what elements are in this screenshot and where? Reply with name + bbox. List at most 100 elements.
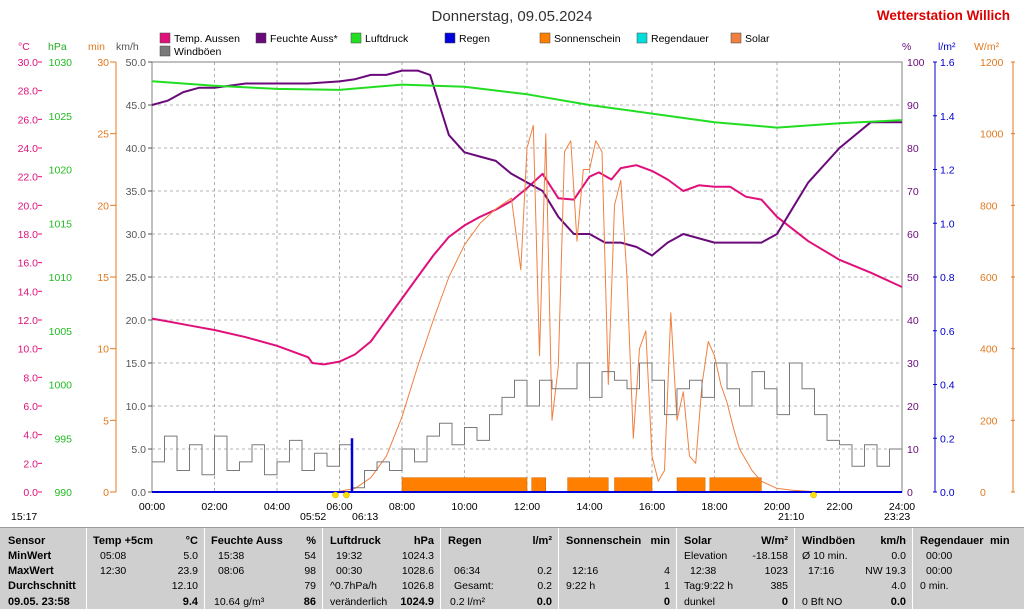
humidity-tick-label: 20 <box>907 401 919 413</box>
solar-tick-label: 0 <box>980 487 986 499</box>
x-tick-label: 02:00 <box>201 501 227 513</box>
summary-cell-note: ^0.7hPa/h <box>330 580 377 592</box>
pressure-tick-label: 1015 <box>49 218 73 230</box>
solar-tick-label: 1000 <box>980 129 1004 141</box>
summary-cell-time: 06:34 <box>454 565 481 577</box>
x-tick-label: 06:00 <box>326 501 352 513</box>
solar-tick-label: 600 <box>980 272 998 284</box>
x-tick-label: 04:00 <box>264 501 290 513</box>
rain-tick-label: 0.4 <box>940 380 955 392</box>
solar-tick-label: 1200 <box>980 57 1004 69</box>
legend-label: Solar <box>745 33 770 45</box>
minutes-tick-label: 15 <box>97 272 109 284</box>
temp-tick-label: 4.0 <box>23 430 38 442</box>
station-name: Wetterstation Willich <box>877 8 1010 23</box>
wind-tick-label: 10.0 <box>126 401 147 413</box>
humidity-tick-label: 90 <box>907 100 919 112</box>
x-tick-label: 14:00 <box>576 501 602 513</box>
summary-cell-value: 54 <box>304 550 316 562</box>
wind-tick-label: 5.0 <box>131 444 146 456</box>
time-sunset: 21:10 <box>778 511 805 523</box>
x-tick-label: 00:00 <box>139 501 165 513</box>
minutes-tick-label: 30 <box>97 57 109 69</box>
summary-cell-note: dunkel <box>684 596 715 608</box>
rain-tick-label: 1.4 <box>940 111 955 123</box>
x-tick-label: 08:00 <box>389 501 415 513</box>
sunrise-marker <box>332 491 339 499</box>
rain-tick-label: 1.2 <box>940 165 955 177</box>
humidity-tick-label: 10 <box>907 444 919 456</box>
legend-swatch <box>444 32 456 44</box>
summary-header: Solar <box>684 535 712 547</box>
summary-cell-value: 79 <box>304 580 316 592</box>
summary-col-sensor: Sensor MinWert MaxWert Durchschnitt 09.0… <box>0 528 87 609</box>
wind-tick-label: 15.0 <box>126 358 147 370</box>
sunset-marker <box>810 491 817 499</box>
humidity-tick-label: 80 <box>907 143 919 155</box>
rain-unit-label: l/m² <box>938 41 956 53</box>
humidity-tick-label: 50 <box>907 272 919 284</box>
sunshine-bar <box>567 477 609 493</box>
x-tick-label: 10:00 <box>451 501 477 513</box>
summary-col-rain: Regen l/m² 06:34 0.2 Gesamt: 0.2 0.2 l/m… <box>440 528 559 609</box>
pressure-unit-label: hPa <box>48 41 67 53</box>
temp-tick-label: 24.0 <box>18 143 39 155</box>
summary-cell-note: veränderlich <box>330 596 388 608</box>
humidity-tick-label: 40 <box>907 315 919 327</box>
chart-title: Donnerstag, 09.05.2024 <box>432 8 593 25</box>
x-tick-label: 16:00 <box>639 501 665 513</box>
temp-tick-label: 30.0 <box>18 57 39 69</box>
pressure-tick-label: 1020 <box>49 165 73 177</box>
summary-col-temp: Temp +5cm °C 05:08 5.0 12:30 23.9 12.10 … <box>86 528 205 609</box>
summary-unit: min <box>990 535 1010 547</box>
wind-tick-label: 50.0 <box>126 57 147 69</box>
dawn-marker <box>343 491 350 499</box>
summary-cell-note: 0 Bft NO <box>802 596 843 608</box>
sunshine-bar <box>531 477 546 493</box>
summary-col-rainduration: Regendauer min 00:00 00:00 0 min. <box>912 528 1024 609</box>
summary-cell-value: NW 19.3 <box>865 565 906 577</box>
x-tick-label: 24:00 <box>889 501 915 513</box>
temp-tick-label: 6.0 <box>23 401 38 413</box>
summary-cell-value: 4.0 <box>891 580 906 592</box>
summary-cell-value: -18.158 <box>752 550 788 562</box>
summary-header: Regen <box>448 535 482 547</box>
solar-tick-label: 400 <box>980 344 998 356</box>
temp-tick-label: 28.0 <box>18 86 39 98</box>
summary-cell-value: 385 <box>770 580 788 592</box>
pressure-tick-label: 990 <box>54 487 72 499</box>
sunshine-bar <box>401 477 528 493</box>
windb-en-line <box>152 362 903 489</box>
legend-swatch <box>539 32 551 44</box>
minutes-tick-label: 0 <box>103 487 109 499</box>
summary-row-label: MinWert <box>8 550 52 562</box>
rain-tick-label: 0.0 <box>940 487 955 499</box>
time-sunrise: 05:52 <box>300 511 327 523</box>
chart-marks <box>151 69 903 499</box>
summary-cell-time: 12:38 <box>690 565 717 577</box>
rain-tick-label: 1.6 <box>940 57 955 69</box>
summary-cell-note: Elevation <box>684 550 728 562</box>
temp-tick-label: 20.0 <box>18 200 39 212</box>
summary-cell-value: 4 <box>664 565 670 577</box>
legend-swatch <box>730 32 742 44</box>
temp-tick-label: 10.0 <box>18 344 39 356</box>
summary-header: Sonnenschein <box>566 535 642 547</box>
time-moonrise-prev: 15:17 <box>11 511 38 523</box>
summary-cell-current: 0.0 <box>536 596 552 608</box>
legend-label: Sonnenschein <box>554 33 621 45</box>
summary-cell-time: 05:08 <box>100 550 127 562</box>
temp-tick-label: 16.0 <box>18 258 39 270</box>
summary-header: Sensor <box>8 535 46 547</box>
x-tick-label: 12:00 <box>514 501 540 513</box>
humidity-tick-label: 100 <box>907 57 925 69</box>
summary-unit: hPa <box>413 535 434 547</box>
wind-tick-label: 20.0 <box>126 315 147 327</box>
summary-col-sunshine: Sonnenschein min 12:16 4 9:22 h 1 0 <box>558 528 677 609</box>
axis-units: °C hPa min km/h % l/m² W/m² <box>18 41 1000 53</box>
summary-cell-value: 1 <box>664 580 670 592</box>
minutes-tick-label: 10 <box>97 344 109 356</box>
summary-cell-note: 0.2 l/m² <box>450 596 486 608</box>
legend-swatch <box>159 45 171 57</box>
temp-tick-label: 18.0 <box>18 229 39 241</box>
